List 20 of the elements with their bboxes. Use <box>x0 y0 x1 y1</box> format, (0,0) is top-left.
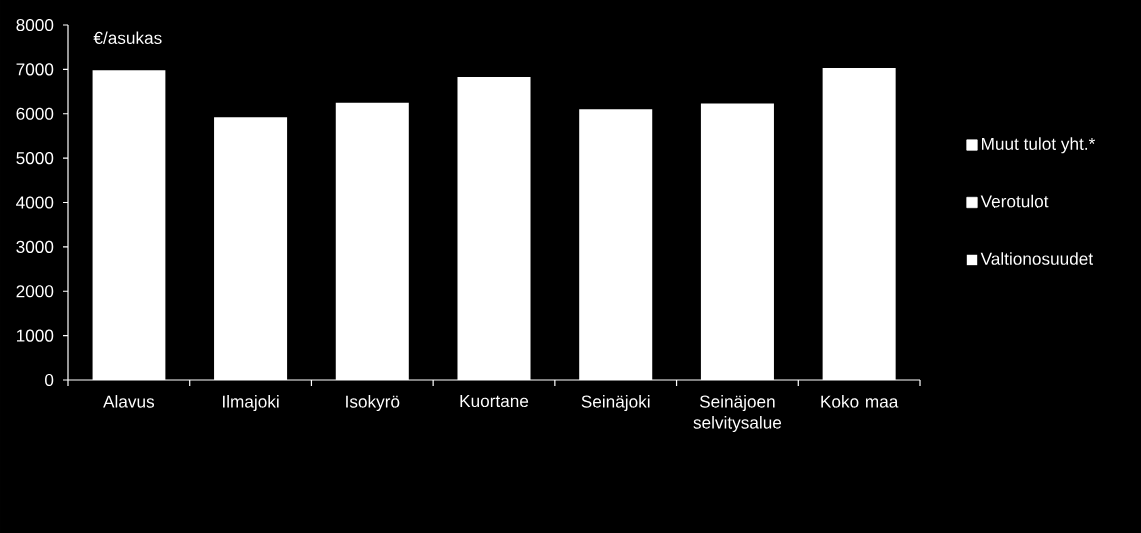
y-tick-label: 4000 <box>16 196 54 209</box>
y-tick-label: 6000 <box>16 107 54 120</box>
x-tick-label: Isokyrö <box>346 395 400 412</box>
y-tick-label: 7000 <box>16 63 54 76</box>
x-tick-label: Seinäjoen selvitysalue <box>693 395 782 433</box>
y-tick-label: 5000 <box>16 152 54 165</box>
x-tick-label: Ilmajoki <box>223 395 279 412</box>
legend-label: Muut tulot yht.* <box>982 137 1096 154</box>
y-tick-label: 1000 <box>16 329 54 342</box>
y-tick-label: 2000 <box>16 285 54 298</box>
legend-label: Valtionosuudet <box>980 252 1093 265</box>
x-tick-label: Seinäjoki <box>581 395 650 412</box>
x-tick-label: Koko maa <box>821 395 899 408</box>
x-tick-label: Alavus <box>103 395 155 408</box>
y-tick-label: 0 <box>45 373 54 387</box>
y-tick-label: 3000 <box>16 240 54 253</box>
legend-label: Verotulot <box>980 194 1049 208</box>
y-tick-label: 8000 <box>16 18 54 32</box>
y-axis-title: €/asukas <box>93 31 162 45</box>
x-tick-label: Kuortane <box>460 395 529 408</box>
